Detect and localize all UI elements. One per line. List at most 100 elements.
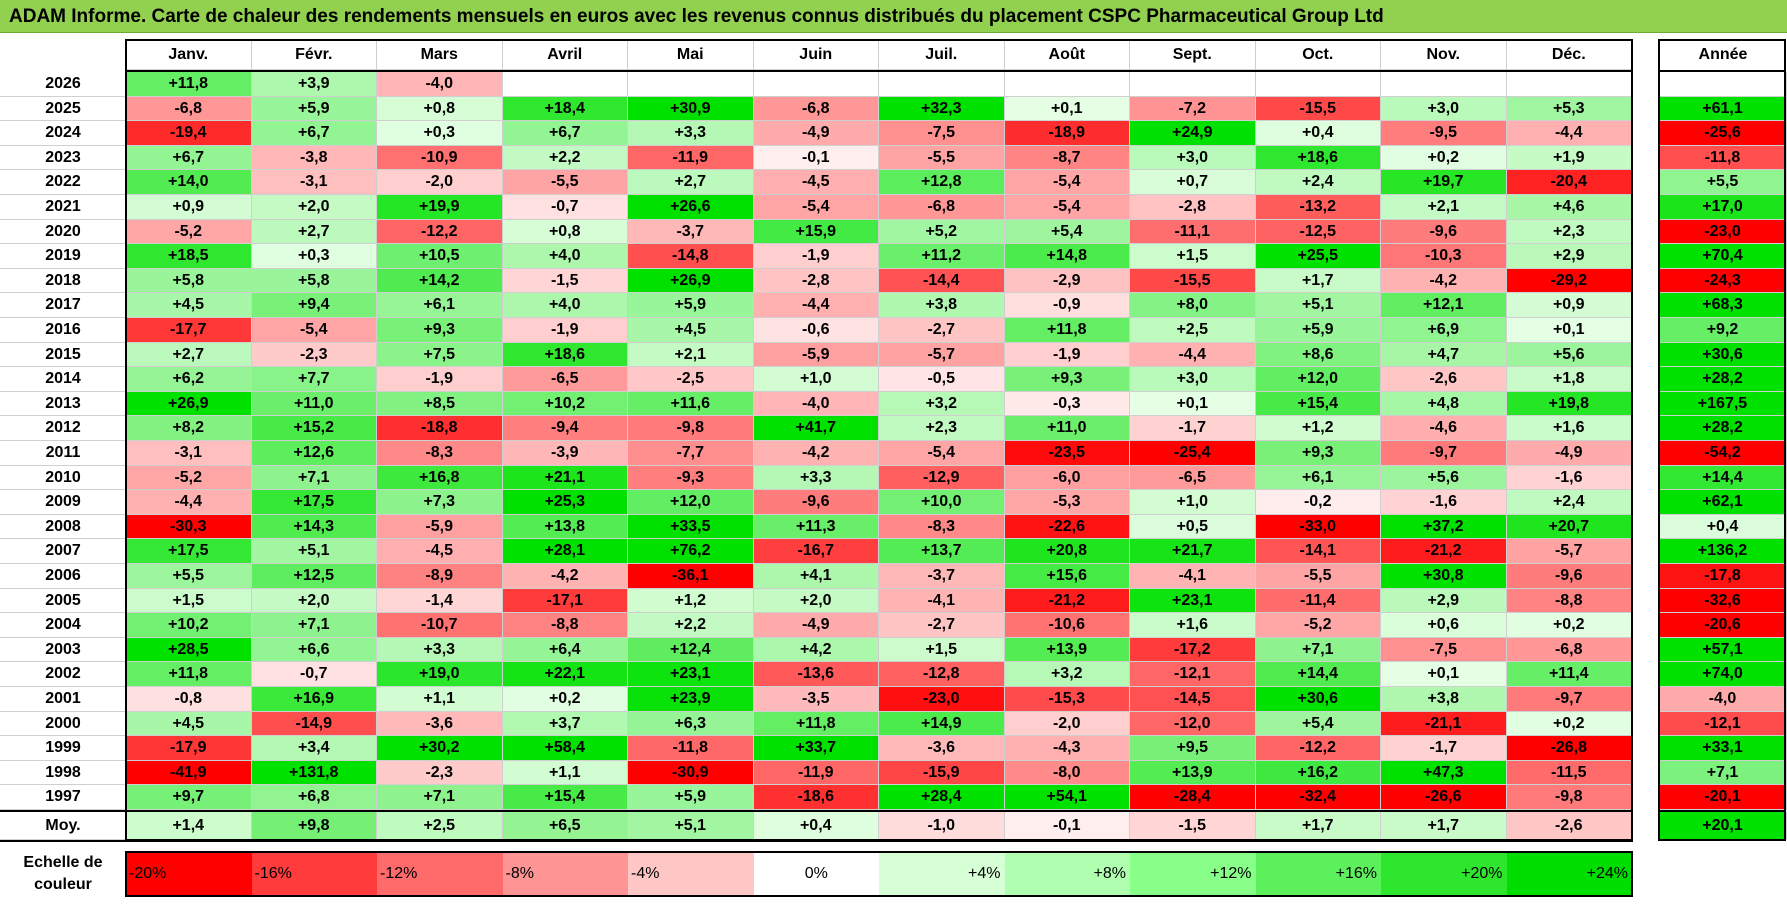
month-value: -14,5 [1130,687,1256,712]
month-value: -12,9 [879,465,1005,491]
month-value: -0,5 [879,367,1005,392]
legend-swatch: -16% [251,852,377,896]
month-value: +16,9 [251,687,377,712]
year-label: 1997 [0,785,126,810]
month-value: +2,0 [753,588,879,614]
annual-value [1659,72,1787,97]
month-value: -36,1 [628,564,754,589]
month-value: +0,2 [1506,711,1632,737]
average-separator-annual [1658,810,1786,812]
month-value: +9,5 [1130,736,1256,761]
month-value: -6,8 [126,96,252,122]
month-value [1004,72,1130,97]
year-label: 2019 [0,244,126,269]
year-label: 1999 [0,736,126,761]
year-label: 2022 [0,170,126,195]
month-value: -12,0 [1130,711,1256,737]
month-value: +16,2 [1255,760,1381,786]
year-label: 2020 [0,219,126,245]
month-value: +2,1 [1381,195,1507,220]
month-value: +4,2 [753,637,879,663]
month-value: +6,2 [126,367,252,392]
annual-value: +57,1 [1659,637,1787,663]
average-value: +5,1 [628,812,754,840]
month-value: +14,4 [1255,662,1381,687]
month-value: -4,2 [502,564,628,589]
legend-swatch: +24% [1506,852,1632,896]
legend-swatch: +8% [1004,852,1130,896]
month-value: +11,3 [753,514,879,540]
month-value: -10,7 [377,613,503,638]
month-value: -1,6 [1506,465,1632,491]
month-value: +11,8 [126,72,252,97]
year-header: Année [1659,40,1787,70]
month-value: -3,6 [879,736,1005,761]
month-value: +0,8 [502,219,628,245]
month-value: -1,9 [377,367,503,392]
annual-value: +68,3 [1659,293,1787,318]
month-value: -9,3 [628,465,754,491]
month-header: Mars [377,40,503,70]
month-value: +19,9 [377,195,503,220]
month-value: -2,0 [377,170,503,195]
month-value: +6,3 [628,711,754,737]
month-value: +6,9 [1381,318,1507,343]
year-label: 2013 [0,391,126,417]
annual-value: +0,4 [1659,514,1787,540]
month-value: -17,1 [502,588,628,614]
month-value: -11,9 [628,145,754,171]
month-value [1381,72,1507,97]
month-value: -4,1 [1130,564,1256,589]
month-value: -5,4 [1004,195,1130,220]
month-value: +10,5 [377,244,503,269]
month-value: +15,9 [753,219,879,245]
month-value: +2,3 [879,416,1005,441]
month-value: +7,3 [377,490,503,515]
month-value: +1,5 [879,637,1005,663]
month-value: +1,5 [126,588,252,614]
month-value: +8,5 [377,391,503,417]
month-value: -4,2 [1381,268,1507,294]
month-value: +23,1 [628,662,754,687]
month-value: -17,9 [126,736,252,761]
month-value: +1,2 [1255,416,1381,441]
month-value: -13,6 [753,662,879,687]
month-value: -0,7 [502,195,628,220]
month-value: -2,3 [251,342,377,368]
average-value: +9,8 [251,812,377,840]
month-value: -23,0 [879,687,1005,712]
month-value: +4,5 [628,318,754,343]
legend-label: Echelle de couleur [23,854,103,893]
month-value: +11,4 [1506,662,1632,687]
month-value: -17,7 [126,318,252,343]
month-value: +5,8 [251,268,377,294]
month-value: -9,7 [1381,441,1507,466]
month-value: +28,4 [879,785,1005,810]
month-value: -7,7 [628,441,754,466]
month-value: +30,9 [628,96,754,122]
month-value: -0,8 [126,687,252,712]
month-value: -5,4 [1004,170,1130,195]
month-value: +3,9 [251,72,377,97]
month-value: -0,9 [1004,293,1130,318]
month-value: +12,4 [628,637,754,663]
annual-value: -12,1 [1659,711,1787,737]
legend-swatch: 0% [753,852,879,896]
month-value: -8,8 [502,613,628,638]
month-value: +58,4 [502,736,628,761]
month-value: +37,2 [1381,514,1507,540]
month-value: -1,5 [502,268,628,294]
month-value: +0,2 [1506,613,1632,638]
month-value: -10,6 [1004,613,1130,638]
month-value: +12,0 [1255,367,1381,392]
annual-value: +136,2 [1659,539,1787,564]
month-value: -1,9 [753,244,879,269]
month-value: +15,6 [1004,564,1130,589]
month-value: +10,2 [502,391,628,417]
year-label: 2023 [0,145,126,171]
month-value: -21,2 [1004,588,1130,614]
month-value: +7,1 [251,613,377,638]
month-value: +2,1 [628,342,754,368]
month-value: +2,9 [1506,244,1632,269]
month-value: +5,4 [1004,219,1130,245]
